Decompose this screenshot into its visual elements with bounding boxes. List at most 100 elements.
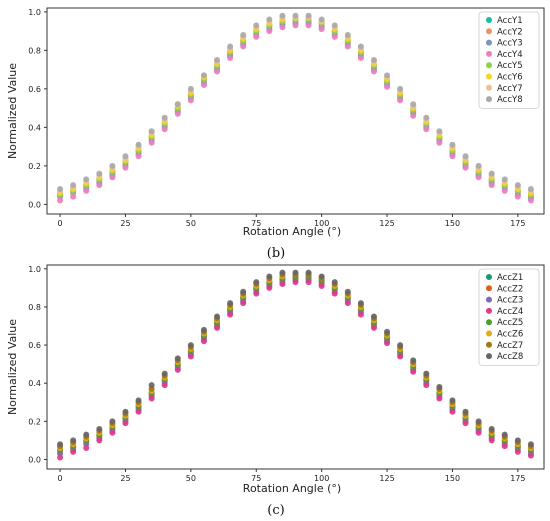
legend-marker [486, 330, 492, 337]
data-point-accz4 [266, 284, 273, 291]
legend-marker [486, 50, 492, 57]
data-point-accy8 [109, 162, 116, 169]
data-point-accz8 [370, 313, 377, 320]
data-point-accz4 [200, 338, 207, 345]
data-point-accz4 [83, 445, 90, 452]
data-point-accy4 [357, 55, 364, 62]
data-point-accz4 [122, 420, 129, 427]
legend-marker [486, 285, 492, 292]
data-point-accy4 [266, 28, 273, 35]
data-point-accy4 [410, 112, 417, 119]
y-tick-label: 0.8 [28, 303, 41, 312]
data-point-accy8 [253, 22, 260, 29]
y-tick-label: 0.2 [28, 162, 41, 171]
data-point-accy8 [214, 56, 221, 63]
data-point-accy8 [305, 12, 312, 19]
data-point-accy4 [292, 22, 299, 29]
data-point-accy4 [253, 33, 260, 40]
data-point-accz8 [70, 437, 77, 444]
data-point-accz4 [292, 279, 299, 286]
x-tick-label: 150 [445, 474, 460, 483]
data-point-accz4 [253, 290, 260, 297]
panel-caption: (b) [267, 246, 285, 261]
x-tick-label: 125 [379, 474, 394, 483]
x-tick-label: 100 [314, 219, 329, 228]
chart-panel-c: 0 25 50 75 100 125 150 175 0.0 0.2 0.4 0.6 0.8 1.0 R… [6, 264, 545, 518]
data-point-accy4 [57, 197, 64, 204]
data-point-accz8 [122, 408, 129, 415]
data-point-accz8 [161, 370, 168, 377]
x-tick-label: 100 [314, 474, 329, 483]
panel-caption: (c) [267, 503, 284, 518]
data-point-accy4 [527, 197, 534, 204]
legend-marker [486, 62, 492, 69]
data-point-accy8 [227, 43, 234, 50]
data-point-accy8 [292, 12, 299, 19]
data-point-accz8 [436, 384, 443, 391]
data-point-accy8 [279, 12, 286, 19]
data-point-accz4 [436, 395, 443, 402]
data-point-accz4 [161, 382, 168, 389]
x-tick-label: 50 [186, 219, 196, 228]
data-point-accz8 [148, 382, 155, 389]
data-point-accy8 [527, 185, 534, 192]
data-point-accz4 [462, 420, 469, 427]
x-axis-title: Rotation Angle (°) [243, 482, 341, 495]
data-point-accy4 [423, 126, 430, 133]
y-axis-title: Normalized Value [6, 63, 19, 159]
data-point-accz4 [148, 395, 155, 402]
legend-box [478, 268, 540, 366]
data-point-accz4 [57, 454, 64, 461]
legend-label: AccZ1 [497, 273, 523, 283]
data-point-accz4 [384, 340, 391, 347]
data-point-accy8 [187, 85, 194, 92]
data-point-accy4 [462, 164, 469, 171]
y-axis-ticks: 0.0 0.2 0.4 0.6 0.8 1.0 [28, 8, 47, 209]
legend-marker [486, 307, 492, 314]
data-point-accy8 [331, 22, 338, 29]
legend-label: AccZ6 [497, 330, 523, 340]
data-point-accy8 [161, 114, 168, 121]
data-point-accy4 [227, 55, 234, 62]
data-point-accz4 [410, 368, 417, 375]
data-point-accy4 [318, 26, 325, 33]
legend-label: AccZ8 [497, 352, 523, 362]
data-point-accz8 [318, 273, 325, 280]
data-point-accz4 [397, 353, 404, 360]
data-point-accy8 [70, 182, 77, 189]
legend-label: AccY7 [497, 84, 523, 94]
x-axis-ticks: 0 25 50 75 100 125 150 175 [58, 214, 525, 228]
x-tick-label: 150 [445, 219, 460, 228]
data-point-accz4 [527, 452, 534, 459]
data-point-accz8 [514, 437, 521, 444]
plot-area-frame [46, 7, 545, 215]
y-axis-title: Normalized Value [6, 319, 19, 415]
data-point-accz8 [475, 418, 482, 425]
data-point-accy4 [449, 153, 456, 160]
data-point-accy8 [410, 101, 417, 108]
data-point-accy4 [475, 174, 482, 181]
data-point-accz4 [318, 282, 325, 289]
legend-marker [486, 39, 492, 46]
x-axis-title: Rotation Angle (°) [243, 225, 341, 238]
legend-marker [486, 353, 492, 360]
data-point-accz8 [253, 279, 260, 286]
data-point-accz8 [96, 425, 103, 432]
data-point-accy8 [436, 128, 443, 135]
data-point-accy4 [148, 139, 155, 146]
legend-label: AccY3 [497, 39, 523, 49]
data-point-accz4 [331, 290, 338, 297]
data-point-accy8 [135, 141, 142, 148]
y-tick-label: 1.0 [28, 8, 41, 17]
data-point-accz4 [305, 279, 312, 286]
y-tick-label: 0.6 [28, 341, 41, 350]
data-point-accy4 [135, 153, 142, 160]
data-point-accz4 [174, 366, 181, 373]
data-point-accz8 [423, 370, 430, 377]
legend-label: AccZ7 [497, 341, 523, 351]
x-tick-label: 75 [251, 474, 261, 483]
legend-marker [486, 96, 492, 103]
data-point-accy4 [187, 97, 194, 104]
data-point-accz4 [370, 324, 377, 331]
data-point-accz8 [214, 313, 221, 320]
